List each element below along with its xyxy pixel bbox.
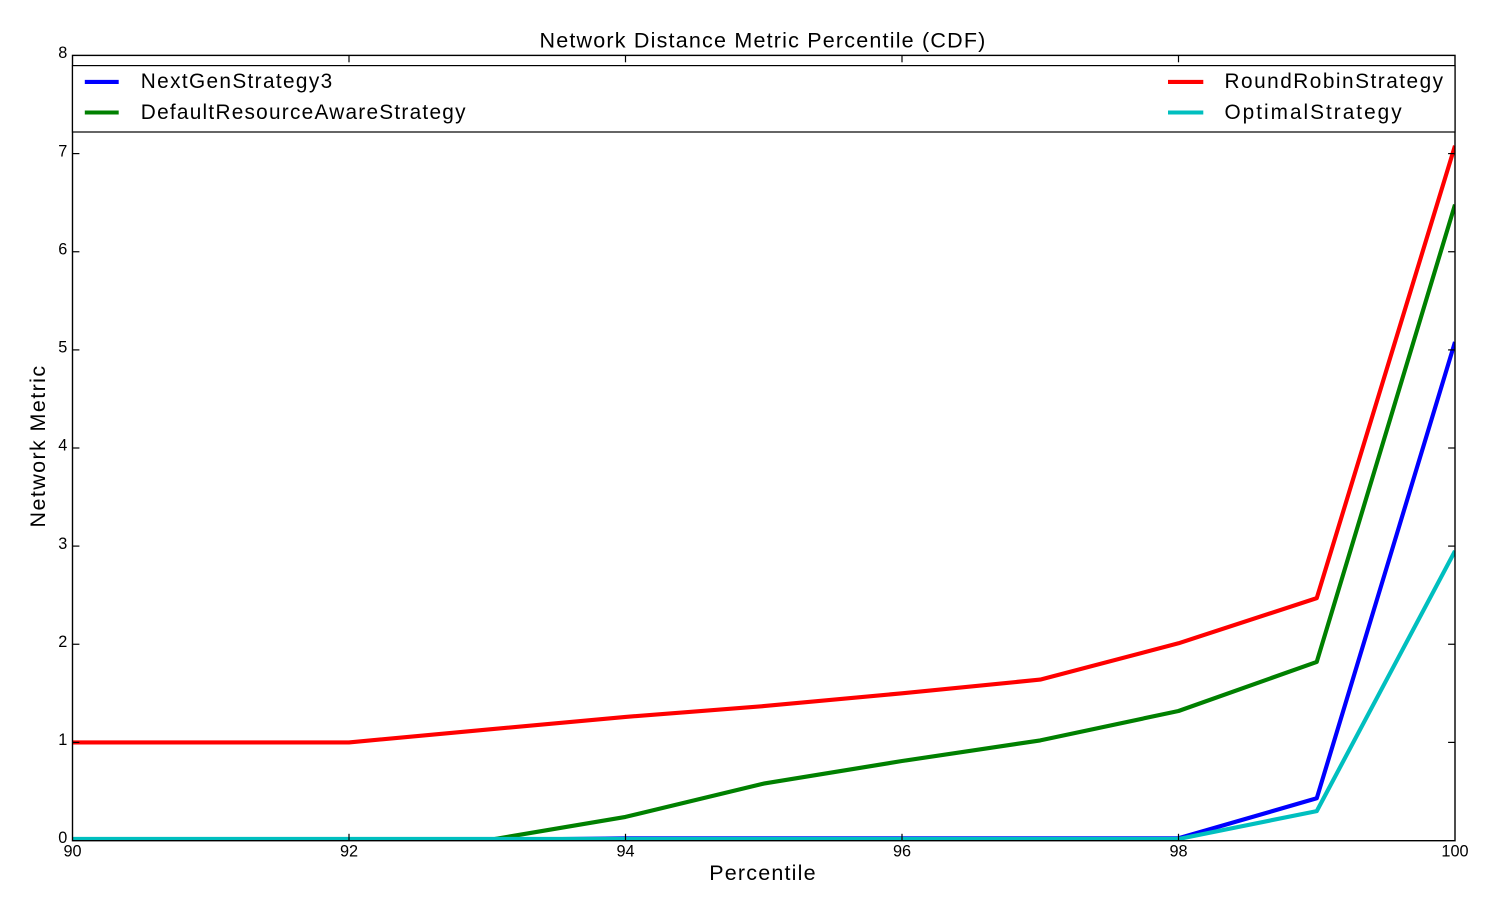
svg-text:96: 96 xyxy=(893,842,911,860)
svg-text:1: 1 xyxy=(58,731,67,749)
svg-text:DefaultResourceAwareStrategy: DefaultResourceAwareStrategy xyxy=(141,101,467,124)
svg-text:3: 3 xyxy=(58,535,67,553)
svg-text:94: 94 xyxy=(616,842,634,860)
svg-text:OptimalStrategy: OptimalStrategy xyxy=(1225,101,1404,124)
svg-text:Network Metric: Network Metric xyxy=(26,365,50,528)
svg-text:6: 6 xyxy=(58,240,67,258)
svg-text:5: 5 xyxy=(58,339,67,357)
svg-text:4: 4 xyxy=(58,437,67,455)
svg-text:8: 8 xyxy=(58,44,67,62)
svg-text:98: 98 xyxy=(1169,842,1187,860)
svg-text:100: 100 xyxy=(1441,842,1468,860)
svg-text:90: 90 xyxy=(63,842,81,860)
svg-text:NextGenStrategy3: NextGenStrategy3 xyxy=(141,70,334,93)
svg-text:92: 92 xyxy=(340,842,358,860)
svg-text:Percentile: Percentile xyxy=(709,861,817,885)
svg-text:0: 0 xyxy=(58,829,67,847)
svg-text:2: 2 xyxy=(58,633,67,651)
svg-text:Network Distance Metric Percen: Network Distance Metric Percentile (CDF) xyxy=(539,29,986,53)
svg-text:RoundRobinStrategy: RoundRobinStrategy xyxy=(1225,70,1445,93)
svg-text:7: 7 xyxy=(58,142,67,160)
